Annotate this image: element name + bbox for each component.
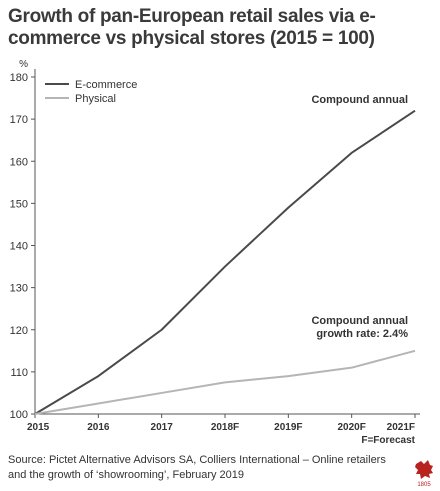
x-tick-label: 2015	[27, 422, 50, 433]
forecast-note: F=Forecast	[361, 435, 415, 446]
chart-title: Growth of pan-European retail sales via …	[8, 6, 376, 49]
x-tick-label: 2020F	[337, 422, 365, 433]
y-tick-label: 160	[10, 156, 28, 168]
physical-line	[34, 349, 416, 415]
logo-text: 1805	[417, 482, 431, 488]
y-tick-label: 120	[10, 325, 28, 337]
y-tick-label: 150	[10, 198, 28, 210]
y-tick-label: 170	[10, 114, 28, 126]
y-axis-unit: %	[19, 59, 28, 70]
source-note: Source: Pictet Alternative Advisors SA, …	[8, 454, 386, 481]
x-tick-label: 2019F	[274, 422, 302, 433]
x-tick-label: 2016	[87, 422, 110, 433]
legend-label-ecommerce: E-commerce	[75, 79, 137, 91]
x-tick-label: 2021F	[387, 422, 415, 433]
y-tick-label: 180	[10, 72, 28, 84]
y-tick-label: 130	[10, 283, 28, 295]
x-tick-label: 2018F	[211, 422, 239, 433]
physical-annotation: Compound annual	[311, 315, 408, 327]
physical-annotation: growth rate: 2.4%	[316, 328, 408, 340]
legend-label-physical: Physical	[75, 93, 116, 105]
pictet-lion-logo: 1805	[415, 460, 433, 488]
y-tick-label: 110	[10, 367, 28, 379]
ecommerce-annotation: Compound annual	[311, 94, 408, 106]
y-tick-label: 100	[10, 409, 28, 421]
ecommerce-line	[34, 109, 416, 415]
y-tick-label: 140	[10, 241, 28, 253]
x-tick-label: 2017	[151, 422, 174, 433]
